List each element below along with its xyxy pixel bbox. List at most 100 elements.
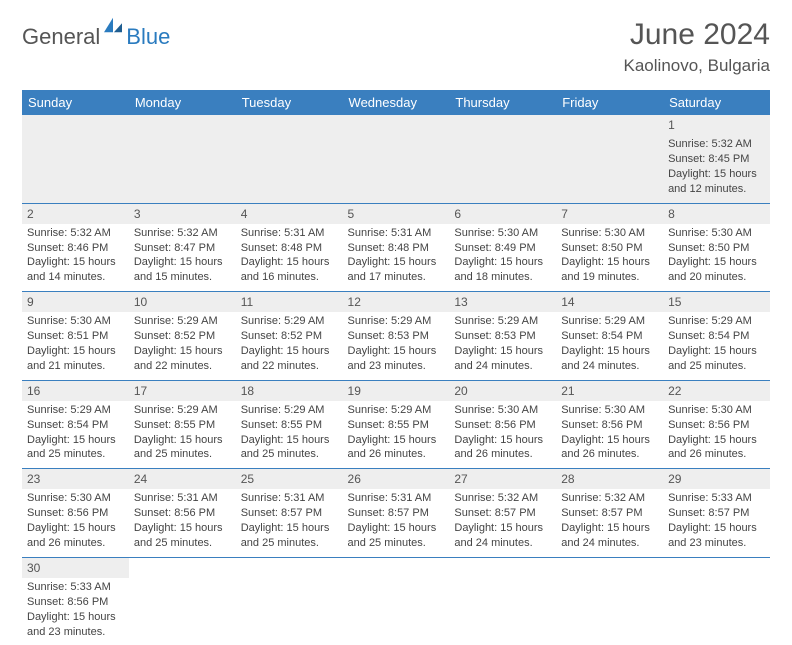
day-cell <box>556 115 663 203</box>
day-info-line: Sunset: 8:54 PM <box>561 329 658 344</box>
day-info-line: Sunset: 8:51 PM <box>27 329 124 344</box>
day-number: 15 <box>663 292 770 312</box>
day-cell: 13Sunrise: 5:29 AMSunset: 8:53 PMDayligh… <box>449 292 556 381</box>
day-info-line: and 24 minutes. <box>454 359 551 374</box>
day-info-line: Daylight: 15 hours <box>454 255 551 270</box>
day-info-line: Daylight: 15 hours <box>561 344 658 359</box>
day-number: 4 <box>236 204 343 224</box>
day-info-line: Sunset: 8:52 PM <box>241 329 338 344</box>
day-cell: 10Sunrise: 5:29 AMSunset: 8:52 PMDayligh… <box>129 292 236 381</box>
day-info-line: Sunset: 8:49 PM <box>454 241 551 256</box>
day-info-line: and 24 minutes. <box>561 359 658 374</box>
day-cell: 8Sunrise: 5:30 AMSunset: 8:50 PMDaylight… <box>663 203 770 292</box>
week-row: 1Sunrise: 5:32 AMSunset: 8:45 PMDaylight… <box>22 115 770 203</box>
day-cell: 24Sunrise: 5:31 AMSunset: 8:56 PMDayligh… <box>129 469 236 558</box>
day-info-line: Sunrise: 5:32 AM <box>561 491 658 506</box>
header: General Blue June 2024 Kaolinovo, Bulgar… <box>22 18 770 76</box>
day-number: 23 <box>22 469 129 489</box>
day-info-line: Sunrise: 5:31 AM <box>348 491 445 506</box>
day-number: 22 <box>663 381 770 401</box>
day-info-line: Sunrise: 5:29 AM <box>27 403 124 418</box>
day-info-line: and 25 minutes. <box>348 536 445 551</box>
day-info-line: Sunset: 8:57 PM <box>348 506 445 521</box>
day-cell <box>449 557 556 645</box>
day-info-line: Sunset: 8:50 PM <box>668 241 765 256</box>
day-number: 24 <box>129 469 236 489</box>
weekday-header: Wednesday <box>343 90 450 115</box>
month-title: June 2024 <box>624 18 770 52</box>
day-info-line: and 23 minutes. <box>27 625 124 640</box>
day-cell <box>236 115 343 203</box>
day-info-line: Sunset: 8:52 PM <box>134 329 231 344</box>
day-cell <box>129 115 236 203</box>
day-number: 16 <box>22 381 129 401</box>
week-row: 2Sunrise: 5:32 AMSunset: 8:46 PMDaylight… <box>22 203 770 292</box>
day-cell: 30Sunrise: 5:33 AMSunset: 8:56 PMDayligh… <box>22 557 129 645</box>
day-number: 7 <box>556 204 663 224</box>
weekday-header: Friday <box>556 90 663 115</box>
day-info-line: Sunrise: 5:30 AM <box>454 226 551 241</box>
day-info-line: and 15 minutes. <box>134 270 231 285</box>
day-number: 2 <box>22 204 129 224</box>
day-info-line: Sunset: 8:57 PM <box>668 506 765 521</box>
day-cell: 25Sunrise: 5:31 AMSunset: 8:57 PMDayligh… <box>236 469 343 558</box>
day-info-line: Daylight: 15 hours <box>668 167 765 182</box>
day-number: 28 <box>556 469 663 489</box>
day-number: 6 <box>449 204 556 224</box>
day-info-line: Sunrise: 5:30 AM <box>27 314 124 329</box>
day-info-line: Daylight: 15 hours <box>241 255 338 270</box>
day-info-line: and 23 minutes. <box>668 536 765 551</box>
day-info-line: and 20 minutes. <box>668 270 765 285</box>
day-info-line: Daylight: 15 hours <box>27 344 124 359</box>
day-info-line: and 25 minutes. <box>27 447 124 462</box>
day-number: 19 <box>343 381 450 401</box>
day-info-line: Sunset: 8:55 PM <box>348 418 445 433</box>
day-number: 5 <box>343 204 450 224</box>
day-info-line: Daylight: 15 hours <box>668 344 765 359</box>
day-cell <box>129 557 236 645</box>
day-info-line: Daylight: 15 hours <box>348 255 445 270</box>
day-info-line: Daylight: 15 hours <box>241 344 338 359</box>
day-info-line: Daylight: 15 hours <box>668 521 765 536</box>
weekday-header: Tuesday <box>236 90 343 115</box>
day-info-line: Sunrise: 5:30 AM <box>454 403 551 418</box>
day-info-line: Sunset: 8:55 PM <box>134 418 231 433</box>
day-info-line: Sunrise: 5:31 AM <box>241 226 338 241</box>
day-info-line: Sunset: 8:57 PM <box>241 506 338 521</box>
brand-part1: General <box>22 24 100 50</box>
day-info-line: Sunrise: 5:30 AM <box>561 226 658 241</box>
week-row: 9Sunrise: 5:30 AMSunset: 8:51 PMDaylight… <box>22 292 770 381</box>
day-info-line: Sunrise: 5:29 AM <box>241 314 338 329</box>
day-info-line: Sunrise: 5:33 AM <box>27 580 124 595</box>
day-info-line: Sunrise: 5:32 AM <box>27 226 124 241</box>
day-info-line: Sunset: 8:47 PM <box>134 241 231 256</box>
day-info-line: Daylight: 15 hours <box>348 344 445 359</box>
day-cell <box>449 115 556 203</box>
day-info-line: Daylight: 15 hours <box>241 433 338 448</box>
day-cell <box>556 557 663 645</box>
day-cell <box>22 115 129 203</box>
brand-logo: General Blue <box>22 18 170 50</box>
day-cell: 12Sunrise: 5:29 AMSunset: 8:53 PMDayligh… <box>343 292 450 381</box>
day-info-line: Sunrise: 5:29 AM <box>454 314 551 329</box>
day-cell: 3Sunrise: 5:32 AMSunset: 8:47 PMDaylight… <box>129 203 236 292</box>
day-info-line: Sunset: 8:57 PM <box>454 506 551 521</box>
day-info-line: Daylight: 15 hours <box>27 521 124 536</box>
day-info-line: and 26 minutes. <box>561 447 658 462</box>
day-number: 27 <box>449 469 556 489</box>
day-info-line: Sunset: 8:56 PM <box>561 418 658 433</box>
day-info-line: Daylight: 15 hours <box>348 521 445 536</box>
day-cell <box>236 557 343 645</box>
day-info-line: Daylight: 15 hours <box>561 433 658 448</box>
day-info-line: Sunrise: 5:30 AM <box>561 403 658 418</box>
day-info-line: Sunrise: 5:29 AM <box>134 403 231 418</box>
day-cell: 27Sunrise: 5:32 AMSunset: 8:57 PMDayligh… <box>449 469 556 558</box>
day-info-line: and 12 minutes. <box>668 182 765 197</box>
day-info-line: and 24 minutes. <box>561 536 658 551</box>
day-info-line: and 25 minutes. <box>241 536 338 551</box>
day-info-line: Sunrise: 5:32 AM <box>668 137 765 152</box>
day-info-line: Daylight: 15 hours <box>561 521 658 536</box>
day-info-line: Sunset: 8:45 PM <box>668 152 765 167</box>
day-info-line: and 17 minutes. <box>348 270 445 285</box>
day-info-line: Sunrise: 5:29 AM <box>348 403 445 418</box>
